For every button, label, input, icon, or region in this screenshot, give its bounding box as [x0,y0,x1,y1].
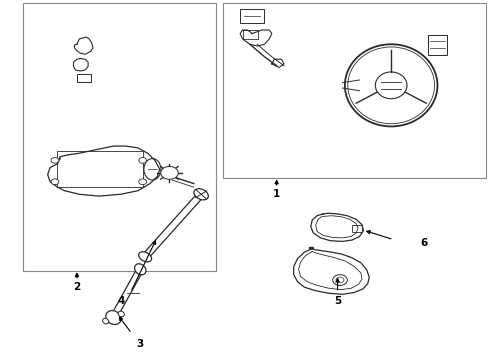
Circle shape [139,179,147,185]
Text: 2: 2 [74,282,80,292]
Circle shape [161,166,178,179]
Text: 3: 3 [137,339,144,349]
Bar [352,225,362,232]
Bar [24,3,216,271]
Ellipse shape [106,311,121,324]
Polygon shape [294,247,369,294]
Circle shape [51,157,59,163]
Bar [428,35,447,55]
Bar [77,74,91,82]
Bar [243,30,258,39]
Text: 5: 5 [334,296,341,306]
Ellipse shape [102,318,109,324]
Bar [57,152,143,187]
Text: 6: 6 [420,238,428,248]
Text: 1: 1 [273,189,280,199]
Ellipse shape [118,311,124,317]
Circle shape [51,179,59,185]
Circle shape [139,157,147,163]
Bar [240,9,264,23]
Ellipse shape [139,252,151,262]
Polygon shape [48,146,160,196]
Circle shape [333,275,347,285]
Ellipse shape [194,189,208,200]
Bar [223,3,486,178]
Polygon shape [74,37,93,54]
Text: 4: 4 [117,296,124,306]
Ellipse shape [135,264,146,275]
Polygon shape [311,213,364,242]
